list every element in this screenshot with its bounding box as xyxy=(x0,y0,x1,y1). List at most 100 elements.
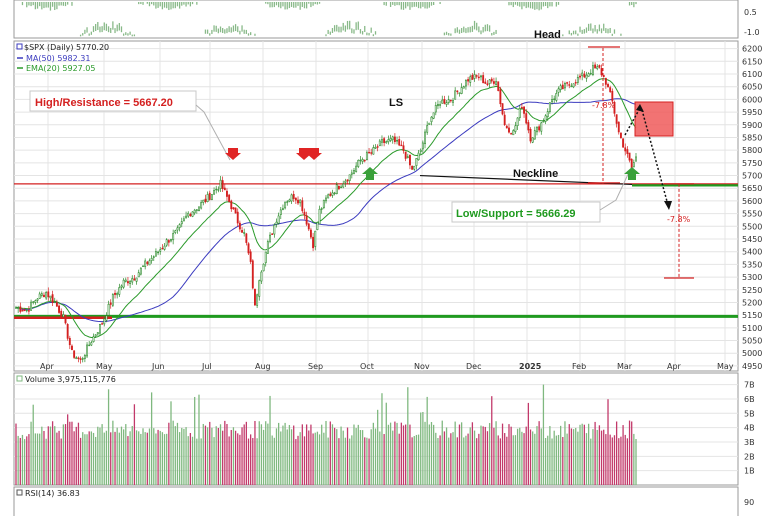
volume-bar xyxy=(269,395,271,485)
price-tick-label: 5950 xyxy=(742,108,762,117)
indicator-bar xyxy=(471,25,474,32)
indicator-bar xyxy=(415,2,418,7)
candle-body xyxy=(68,337,71,346)
candle-body xyxy=(529,128,532,142)
volume-bar xyxy=(73,431,75,485)
candle-body xyxy=(331,192,334,196)
candle-body xyxy=(167,240,170,243)
volume-bar xyxy=(338,438,340,485)
volume-bar xyxy=(555,435,557,485)
volume-bar xyxy=(600,430,603,485)
indicator-bar xyxy=(482,26,484,33)
volume-bar xyxy=(140,433,142,485)
indicator-bar xyxy=(568,30,570,35)
indicator-bar xyxy=(525,2,527,9)
indicator-bar xyxy=(478,26,480,33)
candle-body xyxy=(359,159,362,162)
resistance-arrow-icon xyxy=(296,148,312,160)
volume-bar xyxy=(443,431,446,485)
volume-bar xyxy=(58,430,60,485)
volume-bar xyxy=(273,437,275,485)
indicator-bar xyxy=(293,2,295,8)
candle-body xyxy=(583,73,586,78)
pattern-annotations: Neckline Head LS High/Resistance = 5667.20 L… xyxy=(29,29,694,279)
candle-body xyxy=(49,295,52,299)
candle-body xyxy=(320,208,323,210)
indicator-bar xyxy=(67,2,69,5)
indicator-bar xyxy=(34,2,37,10)
indicator-bar xyxy=(562,34,564,37)
volume-bar xyxy=(488,423,491,485)
indicator-panel-top: 0.5 -1.0 xyxy=(13,0,760,39)
time-tick-label: Feb xyxy=(572,362,586,371)
candle-body xyxy=(282,208,284,210)
top-tick-1: 0.5 xyxy=(744,8,757,17)
indicator-bar xyxy=(445,31,448,35)
candle-body xyxy=(71,345,73,351)
candle-body xyxy=(579,75,581,78)
indicator-bar xyxy=(476,22,478,31)
candle-body xyxy=(632,162,635,168)
price-tick-label: 5000 xyxy=(742,349,762,358)
indicator-bar xyxy=(189,2,192,7)
indicator-bar xyxy=(277,2,280,8)
candle-body xyxy=(527,122,530,131)
price-panel: 4950 5000 5050 5100 5150 5200 5250 5300 5350 5400… xyxy=(13,29,762,372)
indicator-bar xyxy=(572,30,575,35)
indicator-bar xyxy=(206,29,209,34)
candle-body xyxy=(249,251,252,262)
indicator-bar xyxy=(215,25,217,32)
candle-body xyxy=(587,73,590,77)
candle-body xyxy=(613,101,616,114)
candle-body xyxy=(40,293,43,296)
volume-bar xyxy=(454,421,456,485)
volume-bar xyxy=(609,434,611,485)
candle-body xyxy=(376,146,379,148)
volume-bar xyxy=(310,424,312,485)
volume-bar xyxy=(191,436,194,485)
indicator-bar xyxy=(303,2,306,9)
volume-legend: Volume 3,975,115,776 xyxy=(25,375,116,384)
candle-body xyxy=(161,247,164,250)
indicator-bar xyxy=(159,2,161,7)
price-tick-label: 5300 xyxy=(742,273,762,282)
volume-bar xyxy=(415,434,418,485)
rsi-tick-90: 90 xyxy=(744,498,754,507)
indicator-bar xyxy=(226,28,228,34)
candle-body xyxy=(503,114,506,125)
indicator-bar xyxy=(420,2,422,9)
indicator-bar xyxy=(426,2,428,9)
candle-body xyxy=(576,77,579,83)
indicator-bar xyxy=(122,33,125,36)
volume-bar xyxy=(594,421,596,485)
volume-bar xyxy=(271,435,273,485)
indicator-bar xyxy=(301,2,303,7)
volume-bar xyxy=(217,427,220,485)
time-tick-label: May xyxy=(96,362,113,371)
candle-body xyxy=(635,156,637,162)
candle-body xyxy=(385,141,388,144)
indicator-bar xyxy=(325,34,327,37)
indicator-bar xyxy=(454,28,456,34)
ma50-line xyxy=(16,98,637,323)
indicator-bar xyxy=(465,28,467,34)
indicator-bar xyxy=(314,2,316,5)
indicator-bar xyxy=(269,2,271,8)
indicator-bar xyxy=(310,2,312,8)
price-tick-label: 5150 xyxy=(742,311,762,320)
volume-bar xyxy=(400,422,402,485)
volume-bar xyxy=(198,394,200,485)
candle-body xyxy=(327,194,330,199)
volume-bar xyxy=(209,421,211,485)
indicator-bar xyxy=(512,2,514,8)
indicator-bar xyxy=(372,34,375,37)
volume-bar xyxy=(607,399,609,485)
candle-body xyxy=(17,307,20,310)
candle-body xyxy=(86,344,88,357)
candle-body xyxy=(202,199,205,203)
volume-bar xyxy=(314,432,316,485)
candle-body xyxy=(566,82,569,84)
volume-bar xyxy=(131,426,133,485)
indicator-bar xyxy=(230,27,232,33)
candle-body xyxy=(624,147,627,152)
